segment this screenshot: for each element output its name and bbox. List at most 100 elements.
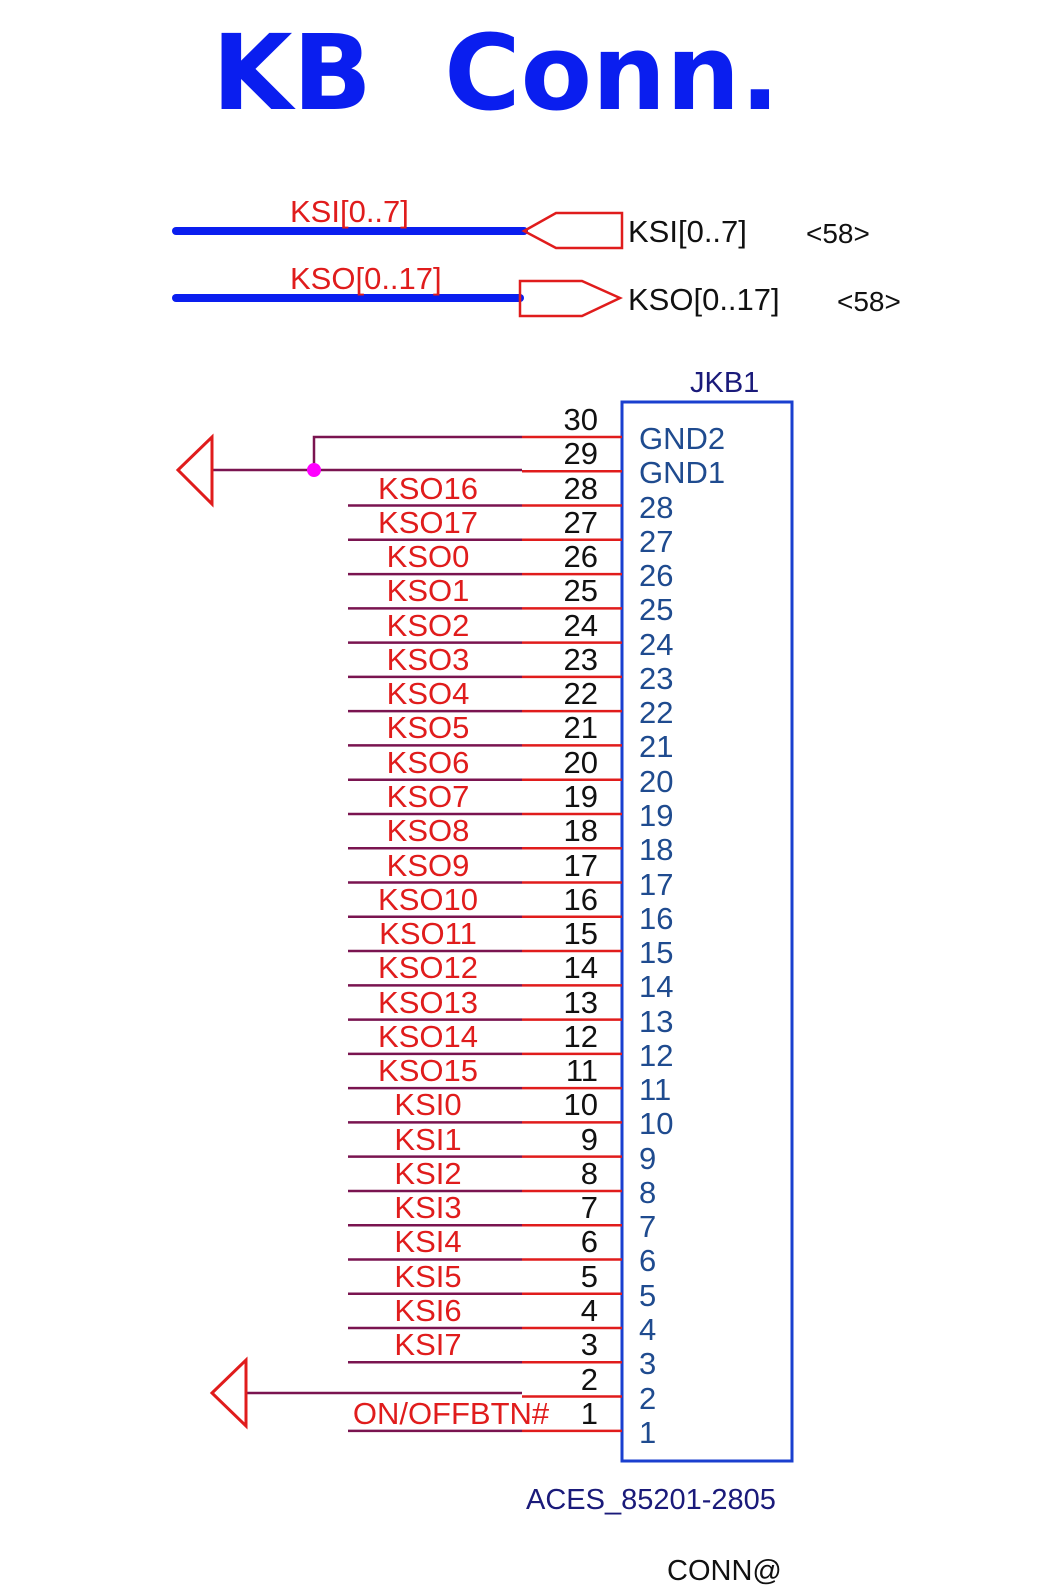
pin-inner-label: GND2 [639,421,726,456]
pin-number: 12 [563,1018,598,1054]
net-label: KSO4 [386,676,470,712]
pin-number: 7 [580,1190,598,1226]
net-label: KSO16 [378,470,478,506]
pin-inner-label: 2 [639,1380,657,1416]
pin-number: 25 [563,573,598,609]
pin-inner-label: 12 [639,1037,674,1073]
net-label: KSI4 [394,1224,462,1260]
pin-inner-label: 15 [639,935,674,971]
net-label: KSI2 [394,1155,462,1191]
pin-inner-label: 17 [639,866,674,902]
pin-inner-label: 22 [639,695,674,731]
pin-inner-label: 7 [639,1209,657,1245]
pin-number: 20 [563,744,598,780]
pin-number: 4 [580,1293,598,1329]
pin-inner-label: 5 [639,1277,657,1313]
pin-number: 13 [563,984,598,1020]
pin-inner-label: 28 [639,489,674,525]
pin-inner-label: 24 [639,626,674,662]
kso-port-label: KSO[0..17] [628,282,780,317]
pin-number: 17 [563,847,598,883]
pin-number: 16 [563,881,598,917]
pin-inner-label: 19 [639,797,674,833]
page-title: KB Conn. [212,12,780,134]
net-label: KSO14 [378,1018,478,1054]
pin-number: 24 [563,607,598,643]
pin-number: 11 [565,1053,598,1089]
net-label: KSO0 [386,539,470,575]
connector-body [620,400,794,1463]
ksi-port-label: KSI[0..7] [628,214,747,249]
net-label: KSO15 [378,1053,478,1089]
net-label: KSO2 [386,607,470,643]
pin-inner-label: 26 [639,558,674,594]
connector-option: CONN@ [667,1555,782,1587]
net-label: KSO13 [378,984,478,1020]
pin-inner-label: 23 [639,660,674,696]
pin-number: 26 [563,539,598,575]
pin-inner-label: 27 [639,523,674,559]
kso-page-ref: <58> [837,286,901,317]
pin-number: 30 [563,402,598,437]
ground-symbol-top [175,433,214,508]
pin-inner-label: 25 [639,592,674,628]
pin-number: 19 [563,778,598,814]
pin-number: 8 [580,1155,598,1191]
pin-inner-label: 4 [639,1312,657,1348]
net-label: KSO7 [386,778,470,814]
net-label: KSO5 [386,710,470,746]
net-label: KSI7 [394,1327,462,1363]
pin-inner-label: 18 [639,832,674,868]
net-label: KSO12 [378,950,478,986]
net-label: KSI6 [394,1293,462,1329]
pin-number: 27 [563,504,598,540]
ksi-port-symbol [521,211,624,250]
net-label: KSI0 [394,1087,462,1123]
pin-inner-label: 21 [639,729,674,765]
pin-inner-label: 3 [639,1346,657,1382]
pin-number: 3 [580,1327,598,1363]
pin-inner-label: 20 [639,763,674,799]
net-label: KSO3 [386,641,470,677]
pin-number: 10 [563,1087,598,1123]
pin-number: 6 [580,1224,598,1260]
pin-inner-label: 9 [639,1140,657,1176]
net-label: ON/OFFBTN# [352,1395,550,1431]
pin-inner-label: 10 [639,1106,674,1142]
kso-port-symbol [518,279,623,318]
net-label: KSO10 [378,881,478,917]
net-label: KSI3 [394,1190,462,1226]
connector-refdes: JKB1 [690,367,760,399]
net-label: KSO17 [378,504,478,540]
pin-number: 18 [563,813,598,849]
ksi-page-ref: <58> [806,218,870,249]
pin-inner-label: 1 [639,1414,657,1450]
pin-number: 9 [580,1121,598,1157]
pin-number: 29 [563,436,598,472]
net-label: KSO9 [386,847,470,883]
kso-bus-wire-label: KSO[0..17] [290,261,442,296]
pin-number: 5 [580,1258,598,1294]
pin-number: 23 [563,641,598,677]
pin-number: 28 [563,470,598,506]
pin-inner-label: GND1 [639,455,726,491]
pin-inner-label: 8 [639,1174,657,1210]
net-label: KSI5 [394,1258,462,1294]
net-label: KSO1 [386,573,470,609]
pin-number: 14 [563,950,598,986]
pin-number: 2 [580,1361,598,1397]
pin-inner-label: 11 [639,1072,672,1108]
net-label: KSO6 [386,744,470,780]
pin-number: 22 [563,676,598,712]
connector-part-number: ACES_85201-2805 [526,1484,776,1516]
pin-inner-label: 13 [639,1003,674,1039]
net-label: KSI1 [394,1121,462,1157]
net-label: KSO11 [379,916,477,952]
net-label: KSO8 [386,813,470,849]
wire-junction [307,463,321,477]
ksi-bus-wire-label: KSI[0..7] [290,194,409,229]
ground-symbol-bottom [209,1356,248,1430]
pin-inner-label: 14 [639,969,674,1005]
pin-number: 15 [563,916,598,952]
